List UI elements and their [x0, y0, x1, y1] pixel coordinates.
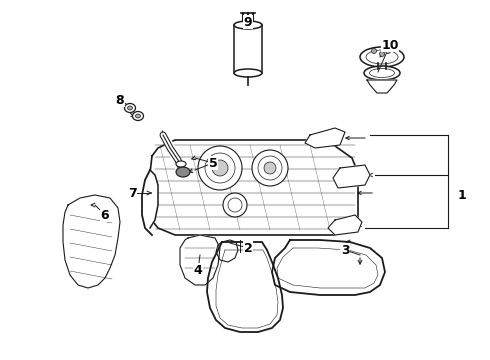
Polygon shape [333, 165, 370, 188]
Circle shape [252, 150, 288, 186]
Text: 8: 8 [116, 94, 124, 107]
Circle shape [198, 146, 242, 190]
Polygon shape [216, 240, 238, 262]
Circle shape [264, 162, 276, 174]
Text: 5: 5 [209, 157, 218, 170]
Text: 6: 6 [100, 208, 109, 221]
Circle shape [223, 193, 247, 217]
Circle shape [371, 49, 376, 54]
Circle shape [212, 160, 228, 176]
Text: 1: 1 [458, 189, 466, 202]
Text: 3: 3 [341, 243, 349, 256]
Polygon shape [305, 128, 345, 148]
Polygon shape [63, 195, 120, 288]
Polygon shape [142, 170, 158, 235]
Polygon shape [234, 25, 262, 73]
Polygon shape [272, 240, 385, 295]
Text: 4: 4 [194, 264, 202, 276]
Text: 7: 7 [127, 186, 136, 199]
Ellipse shape [176, 167, 190, 177]
Text: 1: 1 [458, 189, 466, 202]
Ellipse shape [364, 66, 400, 80]
Polygon shape [367, 80, 397, 93]
Text: 9: 9 [244, 15, 252, 28]
Circle shape [379, 51, 385, 57]
Polygon shape [150, 140, 358, 235]
Polygon shape [159, 131, 187, 176]
Text: 2: 2 [244, 242, 252, 255]
Ellipse shape [127, 106, 132, 110]
Ellipse shape [176, 161, 186, 167]
Ellipse shape [136, 114, 141, 118]
Ellipse shape [124, 104, 136, 112]
Ellipse shape [360, 47, 404, 67]
Ellipse shape [234, 69, 262, 77]
Circle shape [386, 49, 391, 54]
Polygon shape [207, 242, 283, 332]
Polygon shape [180, 235, 220, 285]
Polygon shape [328, 215, 362, 235]
Ellipse shape [234, 21, 262, 29]
Ellipse shape [132, 112, 144, 121]
Text: 10: 10 [381, 39, 399, 51]
